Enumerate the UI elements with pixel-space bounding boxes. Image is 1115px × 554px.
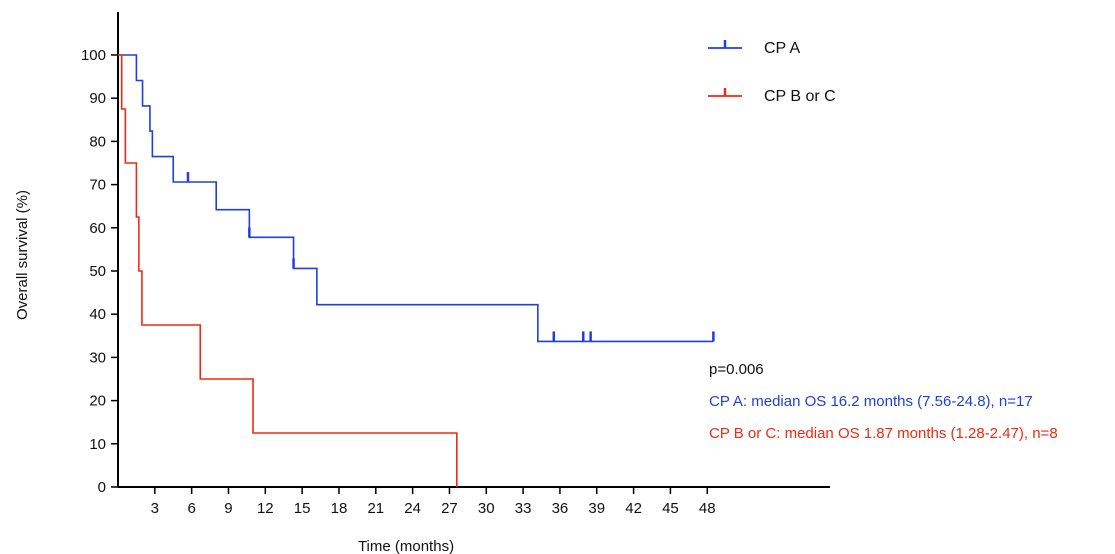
y-tick-label: 100 (81, 47, 106, 64)
legend-label-cp-b-or-c: CP B or C (764, 88, 836, 105)
series-layer (118, 54, 715, 487)
y-tick-label: 50 (89, 263, 106, 280)
x-tick-label: 42 (625, 500, 642, 517)
x-tick-label: 36 (552, 500, 569, 517)
x-tick-label: 39 (588, 500, 605, 517)
x-tick-label: 9 (224, 500, 232, 517)
y-tick-label: 40 (89, 306, 106, 323)
x-tick-label: 27 (441, 500, 458, 517)
x-tick-label: 48 (699, 500, 716, 517)
y-tick-label: 80 (89, 133, 106, 150)
x-tick-label: 18 (331, 500, 348, 517)
y-tick-label: 0 (98, 479, 106, 496)
y-tick-label: 70 (89, 177, 106, 194)
x-tick-label: 3 (151, 500, 159, 517)
x-tick-label: 15 (294, 500, 311, 517)
x-tick-label: 12 (257, 500, 274, 517)
annotations: p=0.006 CP A: median OS 16.2 months (7.5… (709, 361, 1058, 442)
p-value-annotation: p=0.006 (709, 361, 764, 378)
y-tick-label: 60 (89, 220, 106, 237)
y-tick-label: 20 (89, 393, 106, 410)
cp-a-median-annotation: CP A: median OS 16.2 months (7.56-24.8),… (709, 393, 1033, 410)
x-tick-label: 30 (478, 500, 495, 517)
y-tick-label: 90 (89, 90, 106, 107)
series-line-cp-b-or-c (118, 54, 458, 487)
cp-b-or-c-median-annotation: CP B or C: median OS 1.87 months (1.28-2… (709, 425, 1058, 442)
legend-label-cp-a: CP A (764, 40, 801, 57)
series-line-cp-a (118, 54, 714, 343)
y-axis-title: Overall survival (%) (14, 190, 31, 320)
y-tick-label: 30 (89, 349, 106, 366)
x-tick-label: 33 (515, 500, 532, 517)
x-tick-label: 21 (367, 500, 384, 517)
x-tick-label: 24 (404, 500, 421, 517)
x-axis-title: Time (months) (358, 538, 454, 554)
x-tick-label: 45 (662, 500, 679, 517)
x-tick-label: 6 (187, 500, 195, 517)
legend: CP A CP B or C (708, 40, 836, 105)
y-tick-label: 10 (89, 436, 106, 453)
